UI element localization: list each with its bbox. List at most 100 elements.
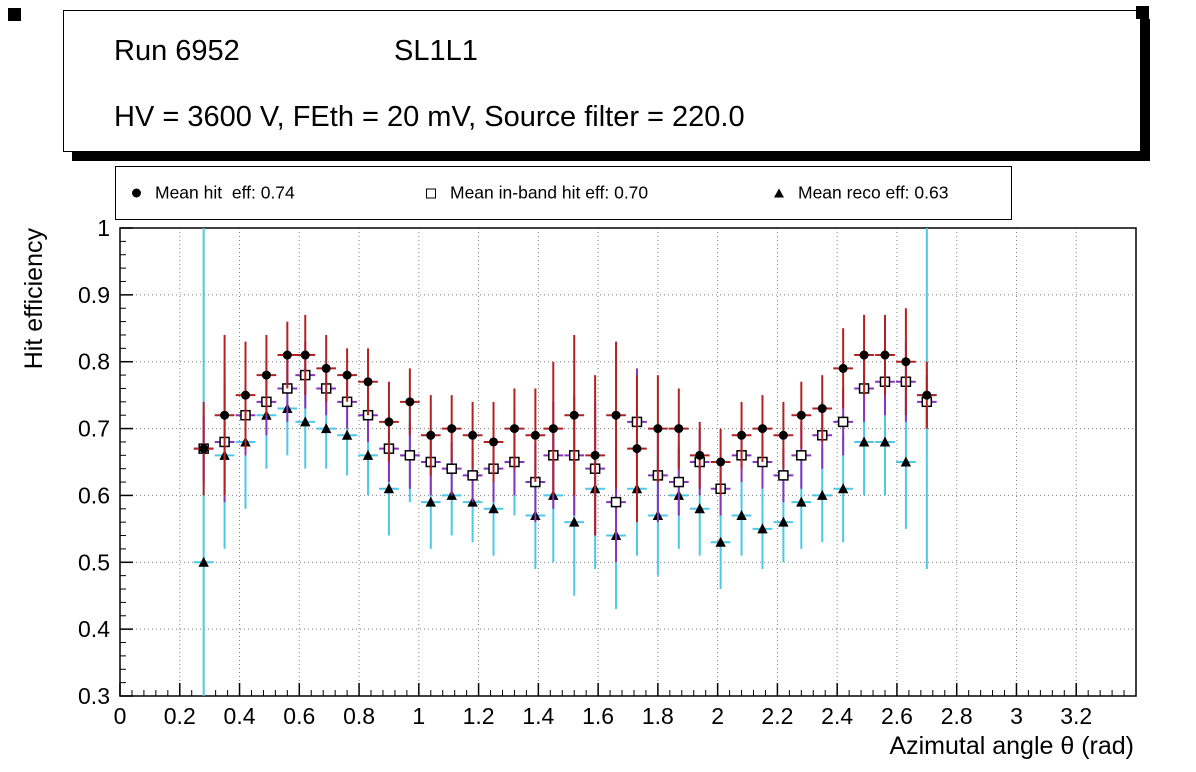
mean-hit-eff-marker: [199, 444, 209, 454]
x-tick-label: 0: [114, 703, 127, 729]
mean-hit-eff-marker: [548, 424, 558, 434]
mean-inband-hit-eff-marker: [404, 450, 416, 461]
mean-inband-hit-eff-marker: [446, 463, 457, 474]
x-tick-label: 0.8: [343, 703, 375, 729]
canvas-corner-mark: [8, 8, 21, 21]
mean-reco-eff-marker: [425, 496, 436, 507]
x-tick-label: 2.8: [941, 703, 973, 729]
mean-reco-eff-marker: [715, 536, 726, 547]
x-tick-label: 2.6: [881, 703, 913, 729]
mean-reco-eff-marker: [757, 523, 768, 534]
y-tick-label: 0.9: [78, 282, 110, 308]
mean-reco-eff-marker: [320, 423, 332, 434]
legend: Mean hit eff: 0.74 Mean in-band hit eff:…: [115, 166, 1012, 220]
mean-hit-eff-marker: [901, 357, 911, 367]
mean-inband-hit-eff-marker: [837, 416, 849, 428]
y-tick-label: 0.5: [78, 549, 110, 575]
x-tick-label: 0.2: [164, 703, 196, 729]
y-tick-label: 1: [97, 215, 110, 241]
mean-hit-eff-marker: [489, 437, 499, 447]
mean-reco-eff-marker: [879, 436, 891, 447]
mean-hit-eff-marker: [384, 417, 394, 427]
mean-inband-hit-eff-marker: [610, 496, 622, 508]
mean-hit-eff-marker: [447, 424, 457, 434]
title-line-1: Run 6952 SL1L1: [114, 35, 478, 68]
mean-hit-eff-marker: [817, 404, 827, 414]
mean-inband-hit-eff-marker: [796, 450, 807, 461]
chamber-label: SL1L1: [394, 35, 478, 67]
x-tick-label: 1.4: [522, 703, 554, 729]
x-tick-label: 1.8: [642, 703, 674, 729]
y-tick-label: 0.3: [78, 683, 110, 709]
mean-hit-eff-marker: [653, 424, 663, 434]
y-tick-label: 0.6: [78, 482, 110, 508]
x-tick-label: 3: [1010, 703, 1023, 729]
canvas-corner-mark: [1136, 6, 1149, 19]
open-square-icon: [426, 188, 436, 198]
y-tick-label: 0.4: [78, 616, 110, 642]
mean-hit-eff-marker: [468, 430, 478, 440]
mean-inband-hit-eff-marker: [467, 470, 478, 481]
y-axis-title: Hit efficiency: [20, 228, 48, 370]
y-tick-label: 0.7: [78, 416, 110, 442]
mean-hit-eff-marker: [282, 350, 292, 360]
mean-reco-eff-marker: [198, 556, 209, 567]
mean-hit-eff-marker: [261, 370, 271, 380]
mean-hit-eff-marker: [796, 410, 806, 420]
mean-hit-eff-marker: [426, 430, 436, 440]
mean-hit-eff-marker: [241, 390, 251, 400]
mean-inband-hit-eff-marker: [673, 476, 685, 488]
mean-reco-eff-marker: [796, 496, 807, 507]
x-tick-label: 2.4: [821, 703, 853, 729]
legend-label: Mean in-band hit eff: 0.70: [450, 182, 649, 203]
mean-reco-eff-marker: [736, 509, 747, 520]
mean-hit-eff-marker: [859, 350, 869, 360]
x-tick-label: 0.6: [283, 703, 315, 729]
mean-hit-eff-marker: [509, 424, 519, 434]
mean-reco-eff-marker: [383, 483, 395, 494]
legend-entry-mean-reco-eff: Mean reco eff: 0.63: [774, 183, 948, 204]
conditions-label: HV = 3600 V, FEth = 20 mV, Source filter…: [114, 101, 745, 133]
x-tick-label: 1.6: [582, 703, 614, 729]
mean-reco-eff-marker: [817, 489, 828, 500]
mean-inband-hit-eff-marker: [778, 470, 789, 481]
plot-frame: [119, 227, 1137, 697]
run-label: Run 6952: [114, 35, 240, 67]
mean-hit-eff-marker: [880, 350, 890, 360]
mean-reco-eff-marker: [300, 416, 311, 427]
mean-hit-eff-marker: [632, 444, 642, 454]
mean-hit-eff-marker: [363, 377, 373, 387]
x-tick-label: 2.2: [761, 703, 793, 729]
mean-reco-eff-marker: [900, 456, 912, 467]
mean-hit-eff-marker: [611, 410, 621, 420]
mean-hit-eff-marker: [321, 363, 331, 373]
mean-hit-eff-marker: [342, 370, 352, 380]
filled-triangle-icon: [774, 188, 784, 198]
mean-hit-eff-marker: [569, 410, 579, 420]
legend-entry-mean-inband-hit-eff: Mean in-band hit eff: 0.70: [426, 183, 648, 204]
mean-reco-eff-marker: [341, 429, 353, 440]
mean-reco-eff-marker: [569, 516, 580, 527]
x-axis-title: Azimutal angle θ (rad): [889, 732, 1134, 760]
mean-reco-eff-marker: [362, 449, 374, 460]
mean-hit-eff-marker: [405, 397, 415, 407]
mean-hit-eff-marker: [838, 363, 848, 373]
mean-hit-eff-marker: [778, 430, 788, 440]
mean-hit-eff-marker: [757, 424, 767, 434]
mean-reco-eff-marker: [778, 516, 789, 527]
mean-reco-eff-marker: [837, 483, 849, 494]
mean-hit-eff-marker: [530, 430, 540, 440]
filled-circle-icon: [132, 188, 141, 198]
x-tick-label: 0.4: [224, 703, 256, 729]
title-box: Run 6952 SL1L1 HV = 3600 V, FEth = 20 mV…: [63, 10, 1141, 152]
x-tick-label: 3.2: [1060, 703, 1092, 729]
x-tick-label: 2: [711, 703, 724, 729]
mean-hit-eff-marker: [695, 450, 705, 460]
mean-hit-eff-marker: [220, 410, 230, 420]
mean-hit-eff-marker: [922, 390, 932, 400]
y-tick-label: 0.8: [78, 349, 110, 375]
legend-label: Mean reco eff: 0.63: [798, 182, 949, 203]
mean-hit-eff-marker: [737, 430, 747, 440]
x-tick-label: 1.2: [463, 703, 495, 729]
mean-hit-eff-marker: [300, 350, 310, 360]
